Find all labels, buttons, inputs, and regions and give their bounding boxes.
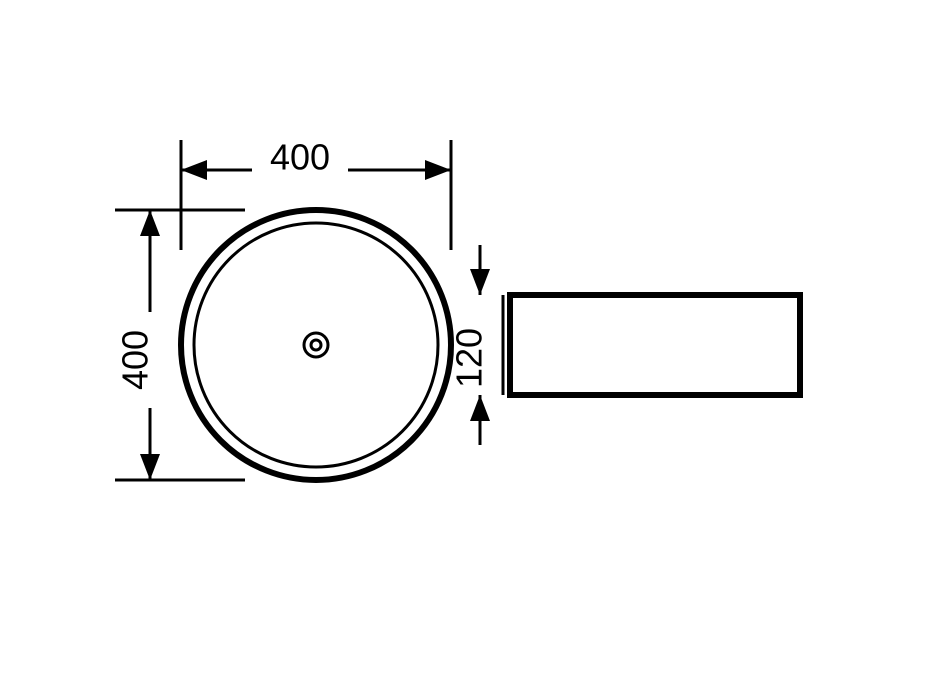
dim-height-label: 400 (115, 330, 156, 390)
dim-depth-label: 120 (449, 328, 490, 388)
dim-width-label: 400 (270, 137, 330, 178)
technical-drawing: 400 400 120 (0, 0, 928, 686)
